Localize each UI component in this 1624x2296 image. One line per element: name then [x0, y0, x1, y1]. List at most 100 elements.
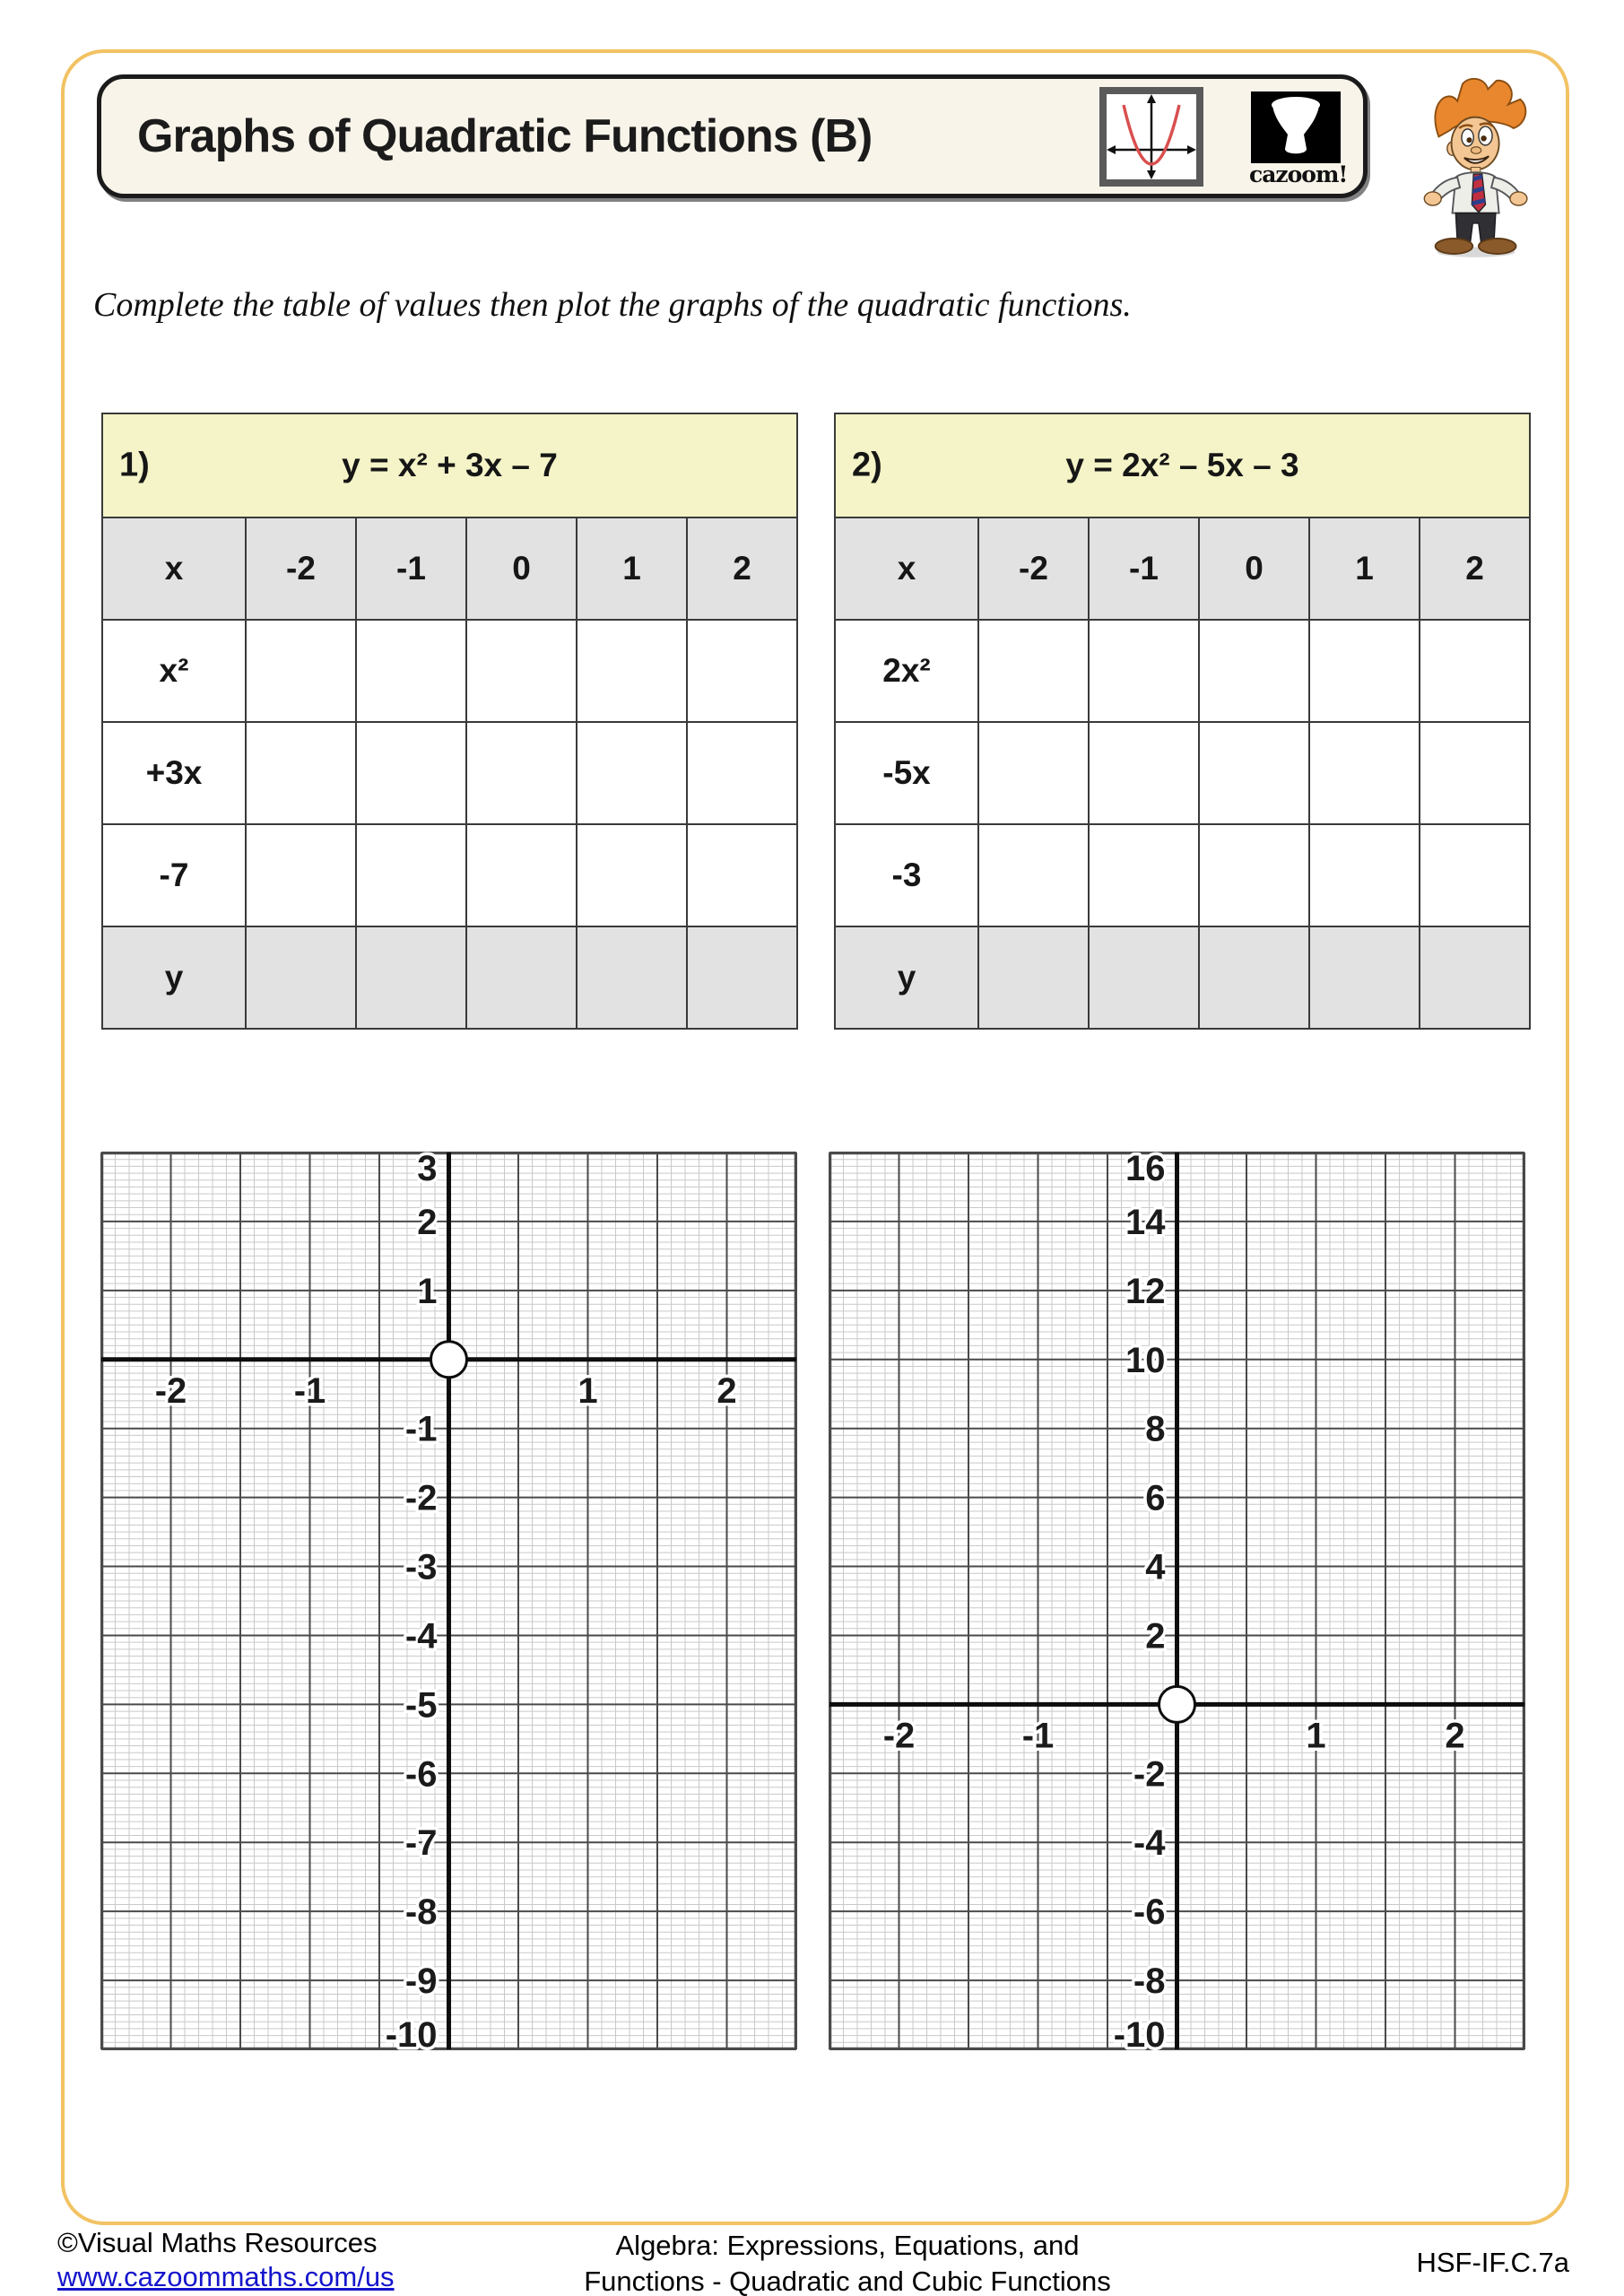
- row-label-cell: -5x: [834, 721, 979, 825]
- instruction-text: Complete the table of values then plot t…: [93, 286, 1132, 324]
- axis-tick-labels: 3 2 1 -1 -2 -3 -4 -5 -6 -7 -8 -9 -10 -2 -1 1 2: [152, 1146, 740, 2058]
- y-tick-label: 10: [1125, 1341, 1166, 1380]
- answer-cell[interactable]: [686, 823, 798, 927]
- y-tick-label: -2: [1133, 1754, 1166, 1794]
- y-tick-label: -8: [1133, 1961, 1166, 2001]
- answer-cell[interactable]: [977, 721, 1090, 825]
- table-number: 1): [119, 446, 150, 484]
- y-tick-label: -9: [405, 1961, 438, 2001]
- answer-cell[interactable]: [576, 721, 688, 825]
- y-tick-label: 14: [1125, 1203, 1166, 1242]
- answer-cell[interactable]: [355, 619, 467, 723]
- row-label-cell: y: [834, 926, 979, 1030]
- y-tick-label: -5: [405, 1685, 438, 1725]
- answer-cell[interactable]: [1198, 926, 1310, 1030]
- answer-cell[interactable]: [1198, 721, 1310, 825]
- answer-cell[interactable]: [465, 823, 578, 927]
- answer-cell[interactable]: [1088, 926, 1200, 1030]
- y-tick-label: -1: [405, 1410, 438, 1449]
- answer-cell[interactable]: [977, 926, 1090, 1030]
- y-tick-label: -6: [405, 1754, 438, 1794]
- x-tick-label: 2: [1445, 1716, 1464, 1755]
- table-number: 2): [852, 446, 882, 484]
- answer-cell[interactable]: [1088, 721, 1200, 825]
- category-text: Algebra: Expressions, Equations, and Fun…: [534, 2228, 1161, 2296]
- answer-cell[interactable]: [1198, 619, 1310, 723]
- answer-cell[interactable]: [977, 619, 1090, 723]
- answer-cell[interactable]: [465, 721, 578, 825]
- answer-cell[interactable]: [1308, 926, 1420, 1030]
- answer-cell[interactable]: [1419, 619, 1531, 723]
- x-tick-label: -1: [1022, 1716, 1055, 1755]
- answer-cell[interactable]: [576, 619, 688, 723]
- mascot-character-illustration: [1423, 77, 1528, 257]
- answer-cell[interactable]: [1419, 721, 1531, 825]
- x-row-label-cell: x: [834, 517, 979, 621]
- answer-cell[interactable]: [977, 823, 1090, 927]
- x-value-header-cell: -1: [1088, 517, 1200, 621]
- values-table-2: 2) y = 2x² – 5x – 3 x -2 -1 0 1 2 2x² -5x -3 y: [834, 413, 1531, 1030]
- website-link[interactable]: www.cazoommaths.com/us: [57, 2261, 395, 2292]
- answer-cell[interactable]: [686, 619, 798, 723]
- cazoom-logo: cazoom!: [1249, 91, 1348, 187]
- answer-cell[interactable]: [1308, 721, 1420, 825]
- graph-plot-area[interactable]: 3 2 1 -1 -2 -3 -4 -5 -6 -7 -8 -9 -10 -2 -1 1 2: [100, 1146, 797, 2058]
- x-value-header-cell: -2: [977, 517, 1090, 621]
- answer-cell[interactable]: [1419, 926, 1531, 1030]
- parabola-graph-icon: [1099, 87, 1203, 187]
- y-tick-label: 3: [417, 1149, 437, 1188]
- hair: [1434, 77, 1527, 138]
- answer-cell[interactable]: [355, 721, 467, 825]
- y-tick-label: -2: [405, 1479, 438, 1518]
- answer-cell[interactable]: [1419, 823, 1531, 927]
- answer-cell[interactable]: [1198, 823, 1310, 927]
- answer-cell[interactable]: [465, 619, 578, 723]
- answer-cell[interactable]: [355, 823, 467, 927]
- origin-marker: [1158, 1684, 1196, 1724]
- row-label-cell: x²: [101, 619, 247, 723]
- answer-cell[interactable]: [576, 823, 688, 927]
- page-border-frame: [61, 49, 1569, 2225]
- y-tick-label: 4: [1145, 1548, 1166, 1587]
- answer-cell[interactable]: [245, 721, 357, 825]
- x-value-header-cell: 0: [465, 517, 578, 621]
- page-title: Graphs of Quadratic Functions (B): [137, 110, 873, 162]
- answer-cell[interactable]: [1308, 823, 1420, 927]
- x-tick-label: 1: [1306, 1716, 1325, 1755]
- answer-cell[interactable]: [686, 926, 798, 1030]
- y-tick-label: -8: [405, 1892, 438, 1932]
- answer-cell[interactable]: [1088, 823, 1200, 927]
- answer-cell[interactable]: [245, 619, 357, 723]
- x-value-header-cell: 2: [1419, 517, 1531, 621]
- row-label-cell: 2x²: [834, 619, 979, 723]
- x-value-header-cell: -2: [245, 517, 357, 621]
- x-value-header-cell: 0: [1198, 517, 1310, 621]
- table-title-row: 1) y = x² + 3x – 7: [101, 413, 798, 518]
- y-tick-label: -10: [1114, 2015, 1166, 2055]
- table-equation: y = x² + 3x – 7: [342, 447, 558, 483]
- y-tick-label: 16: [1125, 1149, 1166, 1188]
- row-label-cell: -3: [834, 823, 979, 927]
- answer-cell[interactable]: [1088, 619, 1200, 723]
- x-value-header-cell: -1: [355, 517, 467, 621]
- x-tick-label: 1: [578, 1371, 597, 1411]
- values-table-1: 1) y = x² + 3x – 7 x -2 -1 0 1 2 x² +3x -7 y: [101, 413, 798, 1030]
- table-title-row: 2) y = 2x² – 5x – 3: [834, 413, 1531, 518]
- y-tick-label: -4: [1133, 1823, 1166, 1863]
- answer-cell[interactable]: [245, 926, 357, 1030]
- answer-cell[interactable]: [576, 926, 688, 1030]
- y-tick-label: 2: [417, 1203, 437, 1242]
- answer-cell[interactable]: [465, 926, 578, 1030]
- graph-grid-2[interactable]: 16 14 12 10 8 6 4 2 -2 -4 -6 -8 -10 -2 -1 1 2: [829, 1146, 1525, 2058]
- row-label-cell: +3x: [101, 721, 247, 825]
- answer-cell[interactable]: [1308, 619, 1420, 723]
- graph-grid-1[interactable]: 3 2 1 -1 -2 -3 -4 -5 -6 -7 -8 -9 -10 -2 -1 1 2: [100, 1146, 797, 2058]
- answer-cell[interactable]: [355, 926, 467, 1030]
- standard-code: HSF-IF.C.7a: [1416, 2247, 1569, 2278]
- y-tick-label: -7: [405, 1823, 438, 1863]
- answer-cell[interactable]: [245, 823, 357, 927]
- answer-cell[interactable]: [686, 721, 798, 825]
